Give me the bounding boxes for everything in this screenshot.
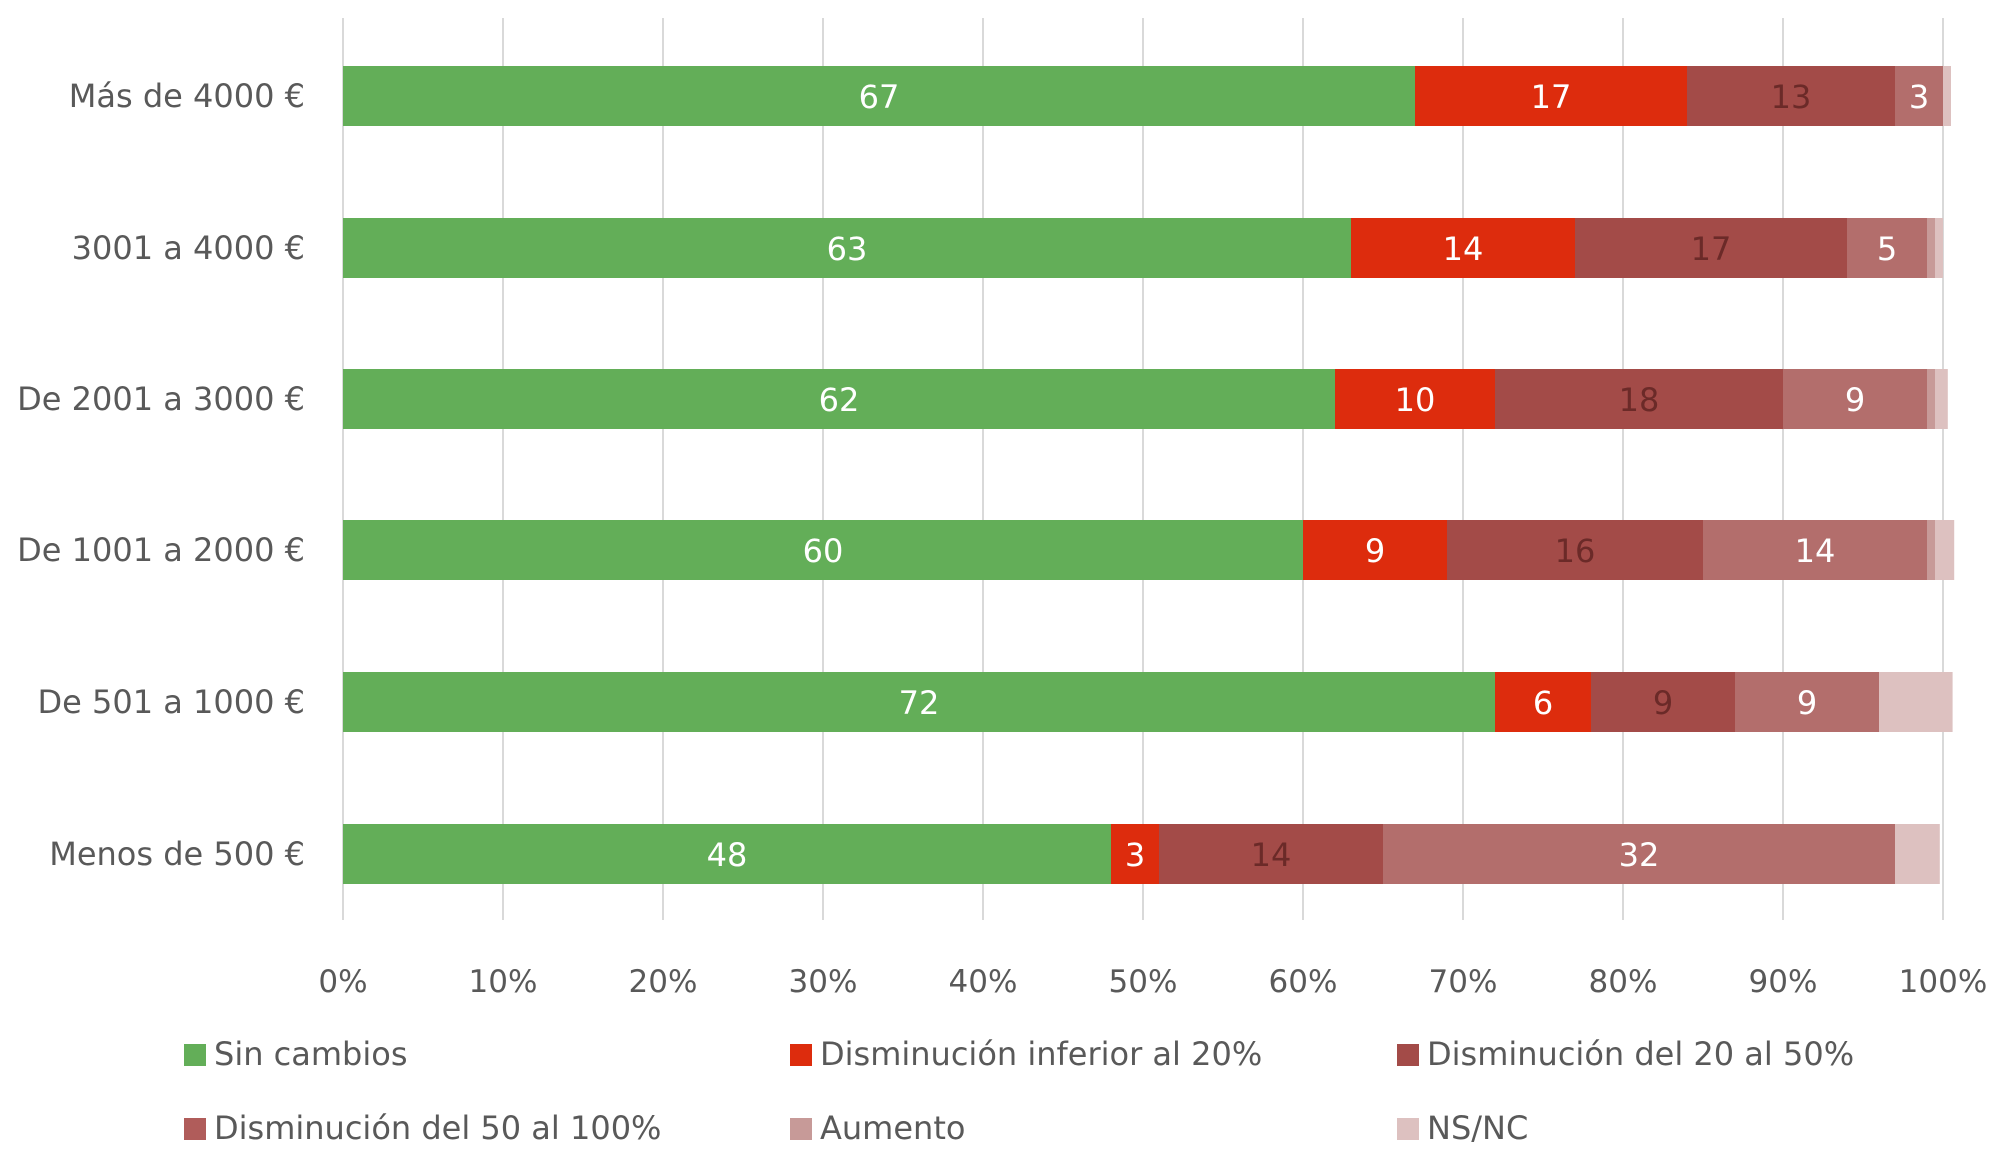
bar-segment <box>1703 520 1927 580</box>
bar-segment <box>1575 218 1847 278</box>
data-label: 67 <box>859 78 900 116</box>
bar-segment <box>1935 218 1943 278</box>
bar-segment <box>1335 369 1495 429</box>
legend-label: Disminución del 50 al 100% <box>214 1109 661 1147</box>
data-label: 3 <box>1125 836 1145 874</box>
data-label: 60 <box>803 532 844 570</box>
legend-swatch <box>1397 1118 1419 1140</box>
data-label: 13 <box>1771 78 1812 116</box>
legend-swatch <box>790 1118 812 1140</box>
x-tick-label: 0% <box>318 964 367 1000</box>
x-tick-label: 30% <box>789 964 858 1000</box>
category-label: Menos de 500 € <box>49 835 305 873</box>
bar-segment <box>1935 369 1948 429</box>
data-label: 72 <box>899 684 940 722</box>
bar-segment <box>1735 672 1879 732</box>
category-label: De 2001 a 3000 € <box>17 380 305 418</box>
bar-segment <box>1303 520 1447 580</box>
legend-label: Sin cambios <box>214 1035 407 1073</box>
bar-segment <box>343 66 1415 126</box>
x-tick-label: 80% <box>1589 964 1658 1000</box>
data-label: 9 <box>1797 684 1817 722</box>
bar-segment <box>1935 520 1955 580</box>
bar-segment <box>1927 369 1935 429</box>
bar-segment <box>1783 369 1927 429</box>
legend-label: Disminución del 20 al 50% <box>1427 1035 1854 1073</box>
x-tick-label: 20% <box>629 964 698 1000</box>
x-tick-label: 10% <box>469 964 538 1000</box>
legend-swatch <box>184 1044 206 1066</box>
data-label: 3 <box>1909 78 1929 116</box>
x-tick-label: 100% <box>1899 964 1988 1000</box>
data-label: 6 <box>1533 684 1553 722</box>
bar-segment <box>343 672 1495 732</box>
legend-swatch <box>184 1118 206 1140</box>
bar-segment <box>1495 672 1591 732</box>
x-tick-label: 40% <box>949 964 1018 1000</box>
data-label: 17 <box>1531 78 1572 116</box>
data-label: 14 <box>1251 836 1292 874</box>
bar-segment <box>1495 369 1783 429</box>
bar-segment <box>1591 672 1735 732</box>
category-label: De 1001 a 2000 € <box>17 531 305 569</box>
data-label: 9 <box>1845 381 1865 419</box>
bar-segment <box>1351 218 1575 278</box>
legend-swatch <box>790 1044 812 1066</box>
bar-segment <box>1879 672 1953 732</box>
bar-segment <box>1943 66 1951 126</box>
data-label: 62 <box>819 381 860 419</box>
bar-segment <box>343 218 1351 278</box>
category-label: De 501 a 1000 € <box>38 683 306 721</box>
bar-segment <box>343 824 1111 884</box>
bar-segment <box>343 520 1303 580</box>
data-label: 18 <box>1619 381 1660 419</box>
data-label: 10 <box>1395 381 1436 419</box>
legend-label: Aumento <box>820 1109 965 1147</box>
data-label: 48 <box>707 836 748 874</box>
data-label: 9 <box>1365 532 1385 570</box>
legend-label: NS/NC <box>1427 1109 1528 1147</box>
x-tick-label: 60% <box>1269 964 1338 1000</box>
category-label: Más de 4000 € <box>69 77 305 115</box>
x-tick-label: 90% <box>1749 964 1818 1000</box>
bar-segment <box>1447 520 1703 580</box>
bar-segment <box>343 369 1335 429</box>
data-label: 14 <box>1443 230 1484 268</box>
legend-swatch <box>1397 1044 1419 1066</box>
bar-segment <box>1383 824 1895 884</box>
legend-label: Disminución inferior al 20% <box>820 1035 1262 1073</box>
x-tick-label: 70% <box>1429 964 1498 1000</box>
bar-segment <box>1687 66 1895 126</box>
bar-segment <box>1415 66 1687 126</box>
data-label: 17 <box>1691 230 1732 268</box>
bar-segment <box>1927 218 1935 278</box>
data-label: 32 <box>1619 836 1660 874</box>
data-label: 5 <box>1877 230 1897 268</box>
bar-segment <box>1847 218 1927 278</box>
data-label: 63 <box>827 230 868 268</box>
data-label: 16 <box>1555 532 1596 570</box>
x-tick-label: 50% <box>1109 964 1178 1000</box>
bar-segment <box>1927 520 1935 580</box>
bar-segment <box>1895 824 1940 884</box>
category-label: 3001 a 4000 € <box>72 229 305 267</box>
bar-segment <box>1895 66 1943 126</box>
data-label: 9 <box>1653 684 1673 722</box>
bar-segment <box>1111 824 1159 884</box>
data-label: 14 <box>1795 532 1836 570</box>
bar-segment <box>1159 824 1383 884</box>
